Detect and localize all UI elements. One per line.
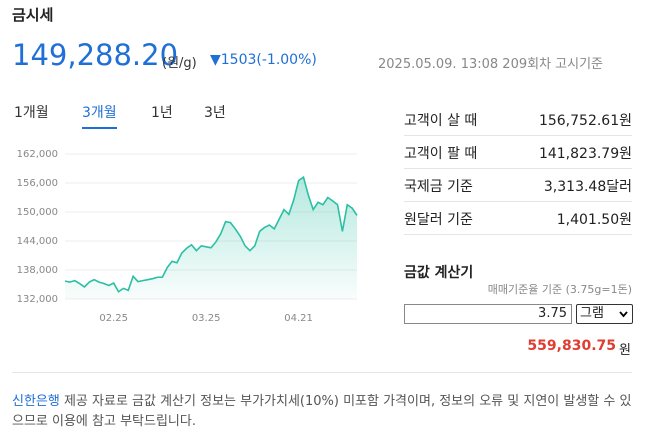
row-label: 원달러 기준 (404, 212, 473, 228)
line (64, 175, 358, 293)
row-label: 국제금 기준 (404, 179, 473, 195)
price-row: 고객이 살 때 156,752.61원 (404, 102, 632, 136)
unit-select[interactable]: 그램 (576, 304, 633, 324)
tab[interactable]: 3년 (204, 105, 226, 121)
x-tick-label: 03.25 (192, 313, 221, 324)
price-row: 국제금 기준 3,313.48달러 (404, 168, 632, 202)
tab[interactable]: 1개월 (14, 105, 49, 121)
y-tick-label: 144,000 (17, 236, 58, 247)
bank-link[interactable]: 신한은행 (12, 394, 60, 409)
separator (12, 372, 632, 373)
calc-title: 금값 계산기 (404, 265, 474, 281)
y-tick-label: 150,000 (17, 207, 58, 218)
row-label: 고객이 살 때 (404, 113, 478, 129)
chevron (619, 311, 628, 318)
unit-select-text: 그램 (580, 306, 604, 321)
area (65, 177, 357, 299)
change: ▼1503(-1.00%) (210, 52, 317, 68)
result-unit: 원 (619, 343, 631, 358)
tab[interactable]: 3개월 (82, 102, 117, 129)
row-label: 고객이 팔 때 (404, 146, 478, 162)
footer: 신한은행 제공 자료로 금값 계산기 정보는 부가가치세(10%) 미포함 가격… (12, 392, 632, 432)
result: 559,830.75 (527, 338, 616, 354)
row-value: 156,752.61원 (538, 113, 632, 129)
date: 2025.05.09. 13:08 209회차 고시기준 (378, 57, 603, 72)
y-tick-label: 132,000 (17, 294, 58, 305)
chart: 132,000 138,000 144,000 150,000 156,000 162,0… (17, 149, 358, 324)
x-tick-label: 04.21 (284, 313, 313, 324)
y-tick-label: 156,000 (17, 178, 58, 189)
title: 금시세 (12, 6, 54, 24)
footer-text: 제공 자료로 금값 계산기 정보는 부가가치세(10%) 미포함 가격이며, 정… (12, 394, 632, 429)
row-value: 141,823.79원 (538, 146, 632, 162)
row-value: 1,401.50원 (556, 212, 632, 228)
price-row: 원달러 기준 1,401.50원 (404, 201, 632, 235)
amount-input[interactable]: 3.75 (404, 304, 572, 324)
price: 149,288.20 (12, 38, 179, 72)
tab[interactable]: 1년 (151, 105, 173, 121)
price-row: 고객이 팔 때 141,823.79원 (404, 135, 632, 169)
y-tick-label: 138,000 (17, 265, 58, 276)
row-value: 3,313.48달러 (543, 179, 632, 195)
calc-note: 매매기준율 기준 (3.75g=1돈) (487, 283, 632, 296)
unit: (원/g) (162, 56, 197, 71)
x-tick-label: 02.25 (99, 313, 128, 324)
y-tick-label: 162,000 (17, 149, 58, 160)
